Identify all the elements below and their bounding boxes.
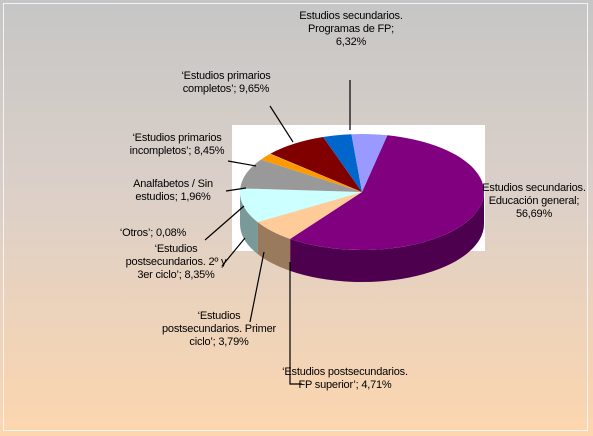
data-label: ‘Estudios primarios completos’; 9,65% [162,70,290,96]
slice [257,192,362,239]
data-label: ‘Otros’; 0,08% [98,227,208,240]
leader-line [269,105,294,143]
label-name: ‘Estudios postsecundarios. FP superior’; [282,366,408,391]
data-label: ‘Estudios postsecundarios. FP superior’;… [280,366,410,392]
data-label: ‘Estudios postsecundarios. 2º y 3er cicl… [118,243,234,282]
slice [240,159,362,192]
leader-line [221,237,246,267]
leader-line [225,187,247,192]
leader-line [289,262,302,385]
label-value: 8,35% [184,269,215,281]
label-name: Estudios secundarios. Programas de FP; [299,10,403,35]
leader-line [204,205,245,241]
leader-line [227,160,257,167]
label-value: 4,71% [361,379,392,391]
slice [270,137,362,192]
slice [351,134,388,192]
label-value: 9,65% [239,83,270,95]
slice [260,153,362,192]
slice [290,135,484,250]
data-label: ‘Estudios primarios incompletos’; 8,45% [112,132,242,158]
slice-side [290,192,484,282]
label-value: 56,69% [515,208,553,220]
data-label: Estudios secundarios. Programas de FP; 6… [292,10,410,49]
label-name: ‘Estudios primarios completos’; [181,70,271,95]
slice-side [257,222,291,271]
frame [3,3,588,431]
label-name: Analfabetos / Sin estudios; [133,178,213,203]
label-name: ‘Otros’; [119,227,154,239]
label-name: Estudios secundarios. Educación general; [482,182,586,207]
leader-line [249,251,265,323]
data-label: Estudios secundarios. Educación general;… [478,182,590,221]
label-name: ‘Estudios postsecundarios. 2º y 3er cicl… [125,243,227,281]
slice [239,188,362,223]
label-value: 8,45% [194,145,225,157]
data-label: ‘Estudios postsecundarios. Primer ciclo’… [158,310,280,349]
label-value: 1,96% [180,191,211,203]
label-name: ‘Estudios primarios incompletos’; [129,132,222,157]
label-value: 6,32% [335,36,367,48]
label-value: 3,79% [218,336,249,348]
slice [323,134,362,192]
data-label: Analfabetos / Sin estudios; 1,96% [112,178,234,204]
label-name: ‘Estudios postsecundarios. Primer ciclo’… [161,310,276,348]
slice [269,153,362,192]
label-value: 0,08% [155,227,187,239]
